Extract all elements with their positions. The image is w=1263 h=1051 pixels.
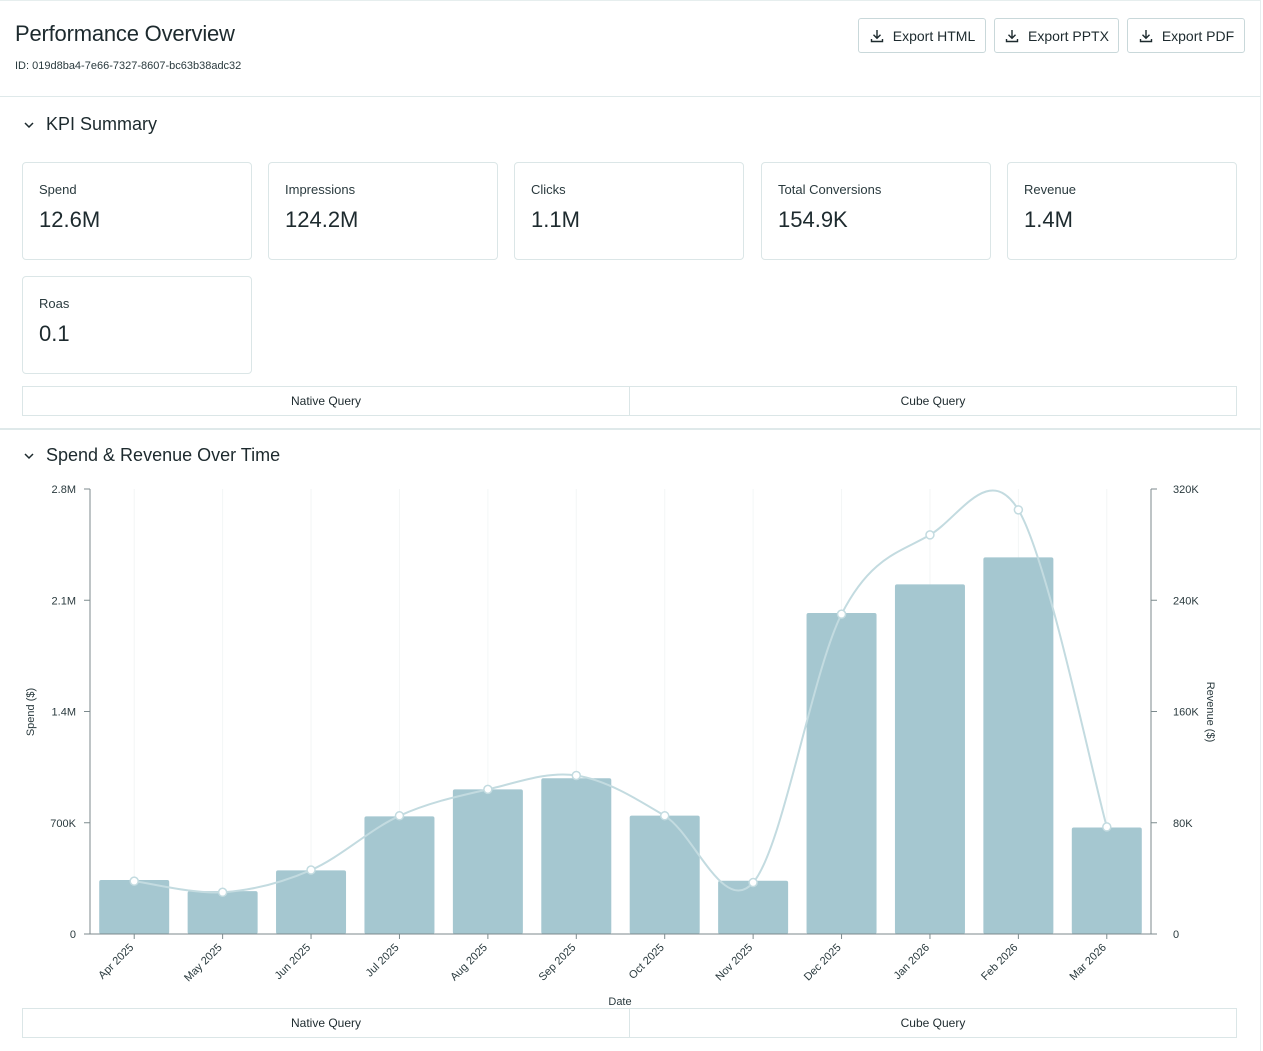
point-revenue	[306, 865, 316, 875]
point-revenue	[659, 811, 670, 821]
chevron-down-icon	[24, 121, 34, 128]
x-tick-label: Jun 2025	[273, 942, 313, 982]
tab-cube-query[interactable]: Cube Query	[629, 387, 1236, 415]
x-tick-label: Nov 2025	[713, 942, 755, 984]
kpi-card-revenue: Revenue 1.4M	[1007, 162, 1237, 260]
point-revenue	[1013, 505, 1024, 515]
point-revenue	[483, 784, 493, 795]
download-icon	[870, 29, 883, 42]
x-tick-label: Feb 2026	[979, 942, 1020, 983]
bar-spend	[187, 891, 258, 934]
kpi-section-toggle[interactable]: KPI Summary	[22, 114, 157, 135]
export-html-label: Export HTML	[892, 27, 976, 44]
point-revenue	[129, 876, 139, 886]
kpi-label: Impressions	[285, 182, 356, 197]
kpi-value: 12.6M	[39, 207, 101, 232]
bar-spend	[718, 880, 789, 934]
export-pptx-label: Export PPTX	[1028, 27, 1109, 44]
kpi-card-roas: Roas 0.1	[22, 276, 252, 374]
chart-section-toggle[interactable]: Spend & Revenue Over Time	[22, 445, 280, 466]
point-revenue	[571, 770, 582, 781]
y2-tick-label: 320K	[1173, 484, 1199, 496]
kpi-card-clicks: Clicks 1.1M	[514, 162, 744, 260]
bar-spend	[806, 612, 877, 934]
export-html-button[interactable]: Export HTML	[858, 18, 986, 53]
y-tick-label: 2.1M	[52, 595, 76, 607]
kpi-label: Roas	[39, 296, 70, 311]
page-header: Performance Overview ID: 019d8ba4-7e66-7…	[0, 0, 1261, 97]
bar-spend	[452, 789, 523, 934]
x-axis-title: Date	[608, 996, 631, 1008]
point-revenue	[836, 609, 847, 619]
x-tick-label: Aug 2025	[448, 942, 490, 984]
bar-spend	[894, 584, 965, 934]
point-revenue	[748, 877, 758, 888]
kpi-label: Total Conversions	[778, 182, 882, 197]
x-tick-label: Jul 2025	[364, 942, 402, 980]
bar-spend	[541, 778, 612, 934]
y-axis-title: Spend ($)	[25, 688, 37, 736]
x-tick-label: Mar 2026	[1068, 942, 1109, 983]
kpi-value: 0.1	[39, 321, 70, 346]
bar-spend	[1071, 827, 1142, 934]
kpi-card-total-conversions: Total Conversions 154.9K	[761, 162, 991, 260]
x-tick-label: Sep 2025	[537, 942, 579, 984]
x-tick-label: Apr 2025	[96, 942, 136, 982]
point-revenue	[1102, 822, 1112, 832]
y-tick-label: 0	[70, 929, 76, 941]
point-revenue	[394, 811, 405, 821]
y-tick-label: 1.4M	[52, 707, 76, 719]
y-tick-label: 700K	[50, 818, 76, 830]
page-title: Performance Overview	[15, 21, 235, 46]
export-pdf-button[interactable]: Export PDF	[1127, 18, 1245, 53]
tab-cube-query[interactable]: Cube Query	[629, 1009, 1236, 1037]
kpi-section-title: KPI Summary	[46, 114, 158, 134]
y-tick-label: 2.8M	[52, 484, 76, 496]
bar-spend	[629, 815, 700, 934]
x-tick-label: Dec 2025	[802, 942, 844, 984]
x-tick-label: May 2025	[182, 942, 225, 985]
tab-native-query[interactable]: Native Query	[290, 394, 362, 408]
kpi-label: Spend	[39, 182, 77, 197]
page-id: ID: 019d8ba4-7e66-7327-8607-bc63b38adc32	[15, 60, 242, 72]
kpi-section: KPI Summary Spend 12.6M Impressions 124.…	[0, 97, 1261, 430]
kpi-label: Clicks	[531, 182, 566, 197]
kpi-card-impressions: Impressions 124.2M	[268, 162, 498, 260]
download-icon	[1139, 29, 1153, 42]
kpi-value: 1.4M	[1024, 207, 1073, 232]
y2-tick-label: 80K	[1173, 818, 1193, 830]
export-pptx-button[interactable]: Export PPTX	[994, 18, 1119, 53]
chart-section: Spend & Revenue Over Time 0 700K 1.4M 2.1M 2…	[0, 430, 1261, 1051]
download-icon	[1005, 29, 1019, 42]
y2-tick-label: 160K	[1173, 707, 1199, 719]
point-revenue	[217, 887, 228, 898]
chart-section-title: Spend & Revenue Over Time	[46, 445, 281, 465]
kpi-value: 124.2M	[285, 207, 359, 232]
kpi-value: 154.9K	[778, 207, 848, 232]
chart-query-tabs: Native Query Cube Query	[22, 1008, 1237, 1038]
line-revenue	[134, 489, 1108, 894]
export-pdf-label: Export PDF	[1161, 27, 1235, 44]
x-tick-label: Jan 2026	[892, 942, 932, 982]
y2-tick-label: 0	[1173, 929, 1179, 941]
kpi-value: 1.1M	[531, 207, 580, 232]
bar-spend	[99, 879, 170, 934]
y2-tick-label: 240K	[1173, 595, 1199, 607]
chevron-down-icon	[24, 452, 34, 459]
tab-native-query[interactable]: Native Query	[290, 1016, 362, 1030]
x-tick-label: Oct 2025	[627, 942, 667, 982]
point-revenue	[925, 530, 935, 540]
bar-spend	[983, 557, 1054, 934]
kpi-card-spend: Spend 12.6M	[22, 162, 252, 260]
kpi-label: Revenue	[1024, 182, 1077, 197]
y2-axis-title: Revenue ($)	[1204, 682, 1216, 743]
bar-spend	[364, 816, 435, 934]
bar-spend	[276, 870, 347, 934]
spend-revenue-chart: 0 700K 1.4M 2.1M 2.8M 0 80K 160K 240K 320K Apr 202…	[25, 484, 1216, 1008]
kpi-query-tabs: Native Query Cube Query	[22, 386, 1237, 416]
